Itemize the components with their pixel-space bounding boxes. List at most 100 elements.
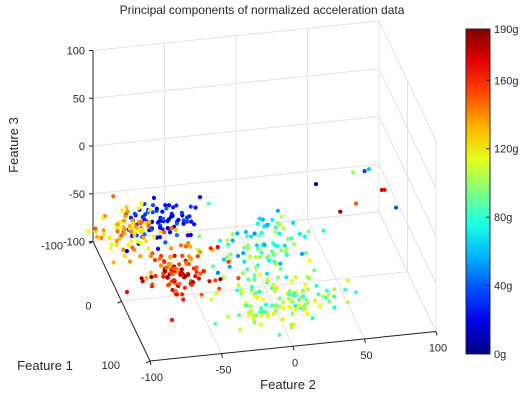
scatter-point bbox=[267, 258, 272, 263]
scatter-point bbox=[297, 303, 302, 308]
scatter-point bbox=[254, 313, 259, 318]
scatter-point bbox=[271, 282, 276, 287]
scatter-point bbox=[177, 262, 182, 267]
scatter-point bbox=[147, 208, 152, 213]
scatter-point bbox=[133, 224, 138, 229]
scatter-point bbox=[277, 231, 282, 236]
scatter-point bbox=[265, 314, 270, 319]
colorbar-tick-label: 40g bbox=[494, 281, 512, 293]
scatter-point bbox=[213, 321, 218, 326]
scatter-point bbox=[133, 229, 138, 234]
scatter-point bbox=[149, 227, 154, 232]
y-tick-label: 100 bbox=[429, 343, 447, 355]
scatter-point bbox=[305, 287, 310, 292]
colorbar-tick-label: 190g bbox=[494, 24, 518, 36]
scatter-point bbox=[277, 304, 282, 309]
scatter-point bbox=[174, 221, 179, 226]
scatter-point bbox=[331, 294, 337, 299]
scatter-point bbox=[264, 271, 270, 276]
scatter-point bbox=[139, 201, 144, 206]
colorbar-tick-label: 160g bbox=[494, 75, 518, 87]
scatter-point bbox=[122, 227, 127, 232]
y-tick-mark bbox=[364, 338, 366, 343]
scatter-point bbox=[189, 219, 194, 224]
scatter-point bbox=[148, 270, 153, 275]
scatter-point bbox=[262, 242, 267, 247]
scatter-point bbox=[138, 240, 143, 246]
scatter-point bbox=[242, 245, 247, 250]
x-tick-label: -100 bbox=[41, 241, 63, 253]
colorbar: 0g 40g 80g 120g 160g 190g bbox=[465, 24, 518, 361]
scatter-point bbox=[169, 214, 174, 219]
scatter-point bbox=[272, 252, 277, 257]
scatter-point bbox=[332, 287, 337, 292]
scatter-point bbox=[146, 246, 151, 251]
scatter-point bbox=[300, 289, 305, 294]
scatter-point bbox=[155, 246, 161, 251]
scatter-point bbox=[199, 292, 204, 297]
scatter-point bbox=[176, 217, 181, 222]
z-tick-label: 100 bbox=[67, 46, 85, 58]
scatter-point bbox=[188, 255, 193, 260]
scatter-point bbox=[157, 235, 163, 240]
scatter-point bbox=[147, 220, 152, 225]
scatter-point bbox=[123, 213, 128, 219]
scatter-point bbox=[284, 246, 289, 251]
scatter-point bbox=[245, 243, 251, 248]
scatter-point bbox=[310, 316, 315, 321]
z-tick-label: -50 bbox=[69, 189, 85, 201]
scatter-point bbox=[217, 286, 222, 291]
scatter-point bbox=[252, 320, 257, 325]
scatter-point bbox=[197, 195, 203, 200]
colorbar-scale bbox=[465, 28, 491, 355]
scatter-point bbox=[141, 235, 146, 240]
scatter-point bbox=[226, 259, 231, 264]
scatter-point bbox=[154, 206, 159, 211]
scatter-point bbox=[136, 206, 141, 211]
scatter-point bbox=[111, 194, 116, 199]
scatter-point bbox=[273, 230, 278, 235]
scatter-point bbox=[215, 244, 220, 250]
scatter-point bbox=[251, 316, 256, 321]
scatter-point bbox=[178, 243, 183, 248]
scatter-point bbox=[163, 203, 168, 208]
z-axis-label: Feature 3 bbox=[6, 117, 21, 173]
scatter-point bbox=[259, 306, 264, 311]
z-tick-label: 50 bbox=[73, 93, 85, 105]
scatter-point bbox=[273, 308, 278, 314]
scatter-point bbox=[165, 275, 170, 280]
scatter-point bbox=[164, 206, 169, 211]
scatter-point bbox=[115, 229, 120, 234]
chart-title: Principal components of normalized accel… bbox=[120, 3, 405, 17]
scatter-point bbox=[157, 218, 162, 224]
scatter-point bbox=[246, 277, 251, 282]
scatter-point bbox=[269, 286, 274, 291]
scatter-point bbox=[253, 255, 258, 260]
scatter-point bbox=[94, 234, 100, 240]
scatter-point bbox=[115, 222, 120, 227]
scatter-point bbox=[109, 242, 114, 247]
scatter-point bbox=[269, 303, 274, 308]
scatter-point bbox=[157, 256, 162, 261]
scatter-point bbox=[218, 277, 223, 282]
scatter-point bbox=[180, 253, 185, 258]
scatter-point bbox=[201, 269, 206, 274]
scatter-point bbox=[185, 233, 190, 238]
scatter-point bbox=[186, 272, 191, 277]
scatter-point bbox=[303, 251, 308, 256]
y-tick-label: -100 bbox=[141, 372, 163, 384]
scatter-point bbox=[273, 225, 278, 230]
scatter-point bbox=[99, 235, 104, 240]
grid-line bbox=[92, 20, 380, 51]
scatter-point bbox=[114, 239, 119, 244]
scatter-point bbox=[214, 290, 219, 296]
scatter-point bbox=[240, 271, 245, 276]
colorbar-tick-label: 80g bbox=[494, 212, 512, 224]
scatter-point bbox=[162, 259, 167, 264]
scatter-point bbox=[306, 229, 311, 234]
scatter-point bbox=[273, 304, 278, 309]
x-tick-mark bbox=[117, 300, 122, 304]
scatter-point bbox=[172, 253, 177, 258]
scatter-point bbox=[366, 167, 371, 172]
scatter-point bbox=[173, 227, 178, 232]
